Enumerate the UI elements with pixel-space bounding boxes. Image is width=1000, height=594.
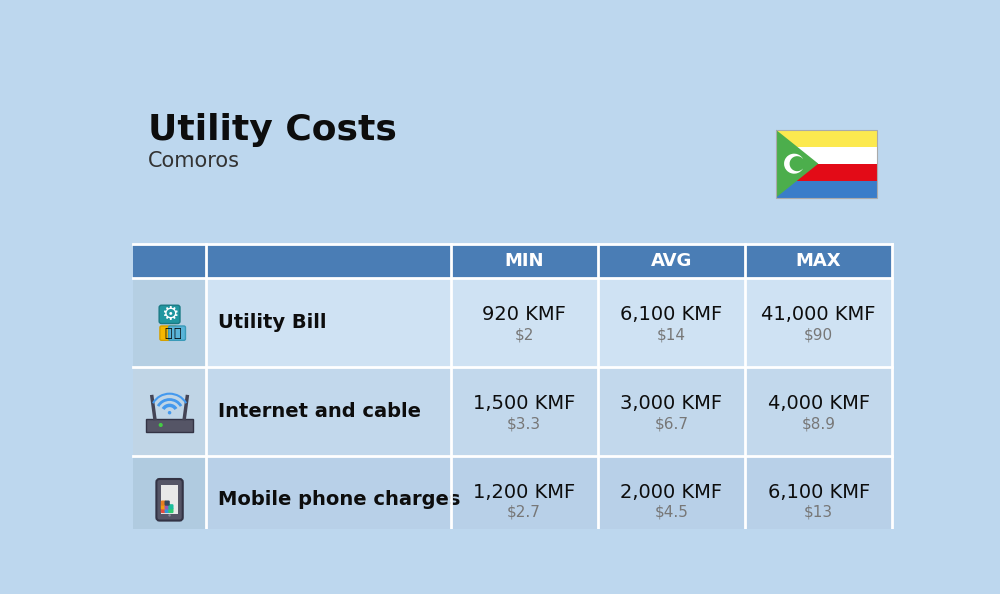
Bar — [776, 130, 877, 147]
Circle shape — [168, 514, 171, 517]
Text: MAX: MAX — [796, 252, 841, 270]
Text: 🚿: 🚿 — [173, 327, 181, 340]
Text: 🔌: 🔌 — [165, 327, 172, 340]
Polygon shape — [776, 130, 818, 198]
FancyBboxPatch shape — [161, 501, 166, 505]
Text: 1,200 KMF: 1,200 KMF — [473, 482, 575, 501]
Text: 920 KMF: 920 KMF — [482, 305, 566, 324]
Text: $6.7: $6.7 — [654, 416, 688, 431]
Text: $3.3: $3.3 — [507, 416, 541, 431]
Wedge shape — [784, 154, 803, 173]
Text: $4.5: $4.5 — [654, 505, 688, 520]
Text: $8.9: $8.9 — [802, 416, 836, 431]
FancyBboxPatch shape — [165, 508, 170, 513]
FancyBboxPatch shape — [165, 501, 170, 505]
Bar — [133, 367, 206, 456]
Text: Utility Bill: Utility Bill — [218, 313, 326, 332]
Text: $2.7: $2.7 — [507, 505, 541, 520]
FancyBboxPatch shape — [165, 504, 170, 510]
Text: 6,100 KMF: 6,100 KMF — [768, 482, 870, 501]
Bar — [161, 485, 178, 514]
Wedge shape — [790, 156, 804, 171]
FancyBboxPatch shape — [161, 504, 166, 510]
Text: $2: $2 — [514, 327, 534, 343]
Bar — [133, 456, 206, 544]
FancyBboxPatch shape — [168, 504, 174, 510]
Text: 41,000 KMF: 41,000 KMF — [761, 305, 876, 324]
Text: $90: $90 — [804, 327, 833, 343]
Bar — [776, 147, 877, 164]
Text: 6,100 KMF: 6,100 KMF — [620, 305, 722, 324]
Bar — [133, 279, 892, 367]
FancyBboxPatch shape — [168, 508, 174, 513]
Bar — [776, 181, 877, 198]
Bar — [133, 244, 892, 279]
Text: Internet and cable: Internet and cable — [218, 402, 421, 421]
Circle shape — [159, 423, 163, 427]
Text: $14: $14 — [657, 327, 686, 343]
Text: 3,000 KMF: 3,000 KMF — [620, 394, 722, 413]
Bar — [146, 419, 193, 432]
FancyBboxPatch shape — [159, 305, 180, 324]
Text: Utility Costs: Utility Costs — [148, 113, 397, 147]
Bar — [776, 164, 877, 181]
Text: ⚙: ⚙ — [161, 305, 178, 324]
Circle shape — [168, 411, 171, 415]
Text: 2,000 KMF: 2,000 KMF — [620, 482, 722, 501]
Bar — [133, 279, 206, 367]
Bar — [133, 456, 892, 544]
Text: Comoros: Comoros — [148, 151, 240, 171]
Text: 4,000 KMF: 4,000 KMF — [768, 394, 870, 413]
FancyBboxPatch shape — [161, 508, 166, 513]
Bar — [776, 130, 877, 198]
FancyBboxPatch shape — [160, 326, 177, 340]
Text: MIN: MIN — [504, 252, 544, 270]
Text: AVG: AVG — [651, 252, 692, 270]
Bar — [133, 367, 892, 456]
Text: 1,500 KMF: 1,500 KMF — [473, 394, 575, 413]
FancyBboxPatch shape — [156, 479, 183, 520]
Text: $13: $13 — [804, 505, 833, 520]
Text: Mobile phone charges: Mobile phone charges — [218, 490, 460, 509]
FancyBboxPatch shape — [169, 326, 185, 340]
